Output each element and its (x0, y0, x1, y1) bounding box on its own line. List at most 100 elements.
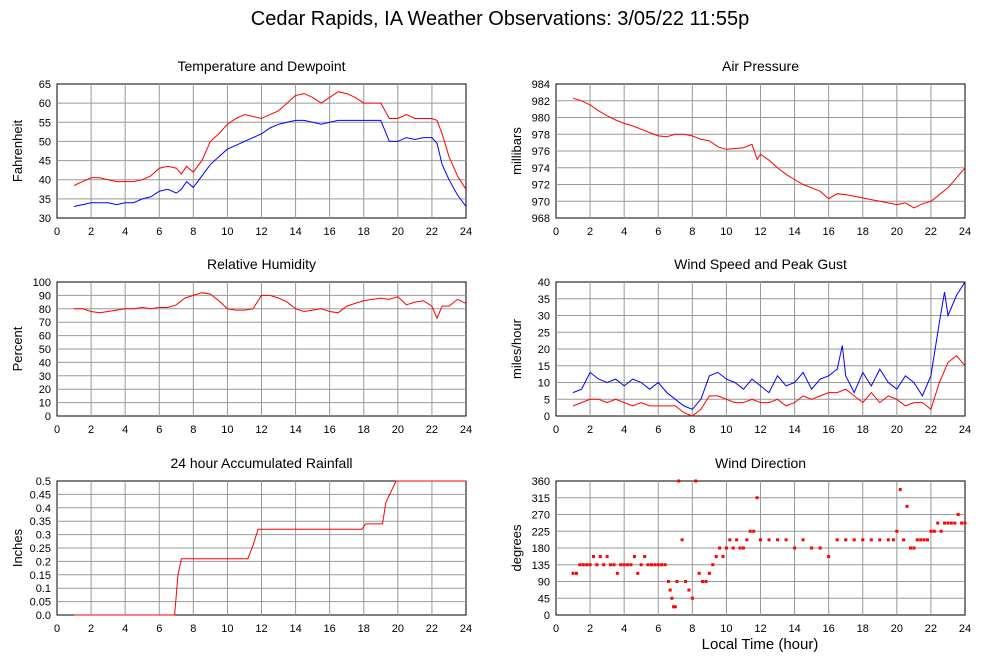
direction-point (741, 546, 745, 550)
direction-point (704, 580, 708, 583)
direction-x-tick-label: 0 (553, 623, 559, 635)
direction-point (878, 538, 882, 542)
wind-series-line-1 (572, 355, 966, 417)
direction-point (728, 538, 732, 542)
direction-point (636, 571, 640, 575)
temp-x-tick-label: 0 (54, 226, 60, 238)
wind-x-tick-label: 18 (857, 424, 869, 436)
direction-point (619, 563, 623, 567)
direction-point (574, 571, 578, 575)
temp-y-axis-label: Fahrenheit (10, 120, 25, 183)
rain-y-axis-label: Inches (10, 528, 25, 567)
direction-x-tick-label: 8 (689, 623, 695, 635)
direction-point (960, 521, 964, 525)
temp-y-tick-label: 55 (39, 117, 51, 129)
temp-x-tick-label: 20 (392, 226, 404, 238)
direction-point (673, 605, 677, 609)
pressure-x-tick-label: 6 (655, 226, 661, 238)
direction-point (626, 563, 630, 567)
direction-x-tick-label: 12 (754, 623, 766, 635)
direction-point (776, 538, 780, 542)
direction-point (598, 555, 602, 559)
wind-y-tick-label: 5 (544, 394, 550, 406)
direction-x-tick-label: 16 (823, 623, 835, 635)
pressure-y-tick-label: 974 (532, 163, 550, 175)
direction-y-axis-label: degrees (509, 524, 524, 571)
wind-x-tick-label: 0 (553, 424, 559, 436)
direction-x-tick-label: 2 (587, 623, 593, 635)
direction-point (663, 563, 667, 567)
humidity-x-tick-label: 8 (190, 424, 196, 436)
direction-point (963, 521, 967, 525)
direction-point (656, 563, 660, 567)
direction-point (714, 555, 718, 559)
pressure-x-tick-label: 10 (720, 226, 732, 238)
direction-x-tick-label: 18 (857, 623, 869, 635)
rain-x-tick-label: 6 (156, 623, 162, 635)
direction-point (827, 555, 831, 559)
direction-point (718, 546, 722, 550)
rain-y-tick-label: 0.05 (30, 597, 51, 609)
wind-x-tick-label: 6 (655, 424, 661, 436)
humidity-y-tick-label: 100 (33, 277, 51, 289)
humidity-y-axis-label: Percent (10, 326, 25, 371)
direction-y-tick-label: 315 (532, 493, 550, 505)
direction-point (643, 555, 647, 559)
pressure-x-tick-label: 16 (823, 226, 835, 238)
direction-x-tick-label: 24 (959, 623, 971, 635)
direction-y-tick-label: 270 (532, 510, 550, 522)
temp-x-tick-label: 12 (255, 226, 267, 238)
direction-point (701, 580, 705, 583)
wind-x-tick-label: 16 (823, 424, 835, 436)
temp-x-tick-label: 4 (122, 226, 128, 238)
direction-point (675, 580, 679, 583)
direction-point (810, 546, 814, 550)
direction-y-tick-label: 180 (532, 543, 550, 555)
temp-y-tick-label: 45 (39, 156, 51, 168)
wind-y-tick-label: 20 (538, 344, 550, 356)
direction-point (660, 563, 664, 567)
pressure-x-tick-label: 2 (587, 226, 593, 238)
direction-point (956, 513, 960, 516)
direction-point (745, 538, 749, 542)
temp-x-tick-label: 16 (324, 226, 336, 238)
direction-point (748, 529, 752, 533)
humidity-y-tick-label: 20 (39, 384, 51, 396)
direction-point (670, 596, 674, 600)
direction-point (915, 538, 919, 542)
direction-point (905, 504, 909, 508)
direction-point (932, 529, 936, 533)
rain-x-tick-label: 18 (358, 623, 370, 635)
direction-y-tick-label: 135 (532, 560, 550, 572)
pressure-y-tick-label: 972 (532, 180, 550, 192)
direction-point (694, 479, 698, 483)
direction-point (581, 563, 585, 567)
humidity-y-tick-label: 0 (45, 411, 51, 423)
direction-point (953, 521, 957, 525)
direction-point (891, 538, 895, 542)
direction-point (869, 538, 873, 542)
temp-y-tick-label: 60 (39, 98, 51, 110)
direction-x-tick-label: 22 (925, 623, 937, 635)
direction-chart-title: Wind Direction (715, 455, 806, 471)
direction-point (949, 521, 953, 525)
humidity-x-tick-label: 20 (392, 424, 404, 436)
humidity-x-tick-label: 2 (88, 424, 94, 436)
temp-y-tick-label: 65 (39, 79, 51, 91)
humidity-chart-title: Relative Humidity (207, 256, 316, 272)
rain-y-tick-label: 0.1 (36, 583, 51, 595)
wind-y-tick-label: 0 (544, 411, 550, 423)
direction-point (646, 563, 650, 567)
rain-x-tick-label: 24 (460, 623, 472, 635)
direction-point (684, 580, 688, 583)
direction-point (919, 538, 923, 542)
humidity-x-tick-label: 24 (460, 424, 472, 436)
temp-series-line-1 (73, 119, 467, 207)
direction-point (588, 563, 592, 567)
wind-y-tick-label: 35 (538, 294, 550, 306)
direction-point (605, 555, 609, 559)
rain-x-tick-label: 10 (221, 623, 233, 635)
pressure-x-tick-label: 20 (891, 226, 903, 238)
humidity-y-tick-label: 50 (39, 344, 51, 356)
